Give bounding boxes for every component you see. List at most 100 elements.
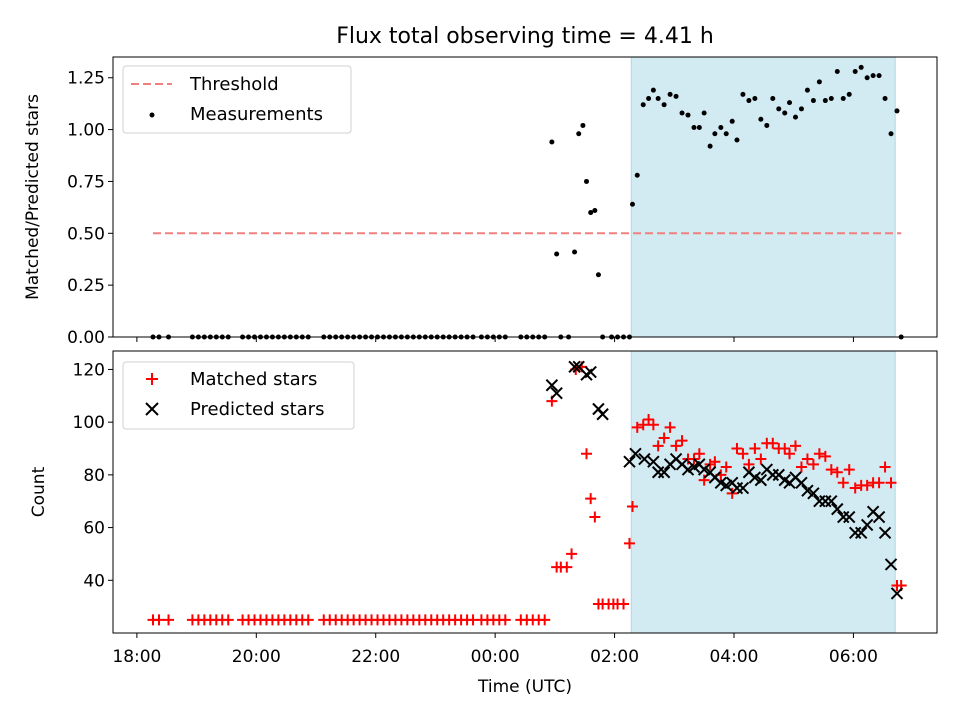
matched-star-point xyxy=(589,511,601,523)
measurement-point xyxy=(629,201,635,207)
measurement-point xyxy=(650,87,656,93)
predicted-star-point xyxy=(843,510,856,524)
measurement-point xyxy=(580,122,586,128)
x-tick-label: 20:00 xyxy=(232,647,281,667)
measurement-point xyxy=(729,118,735,124)
measurement-point xyxy=(723,131,729,137)
matched-star-point xyxy=(837,477,849,489)
predicted-star-point xyxy=(831,502,844,516)
measurement-point xyxy=(840,95,846,101)
measurement-point xyxy=(822,98,828,104)
measurement-point xyxy=(640,102,646,108)
matched-star-point xyxy=(499,614,511,626)
chart-title: Flux total observing time = 4.41 h xyxy=(336,24,714,49)
measurement-point xyxy=(712,131,718,137)
matched-star-point xyxy=(626,500,638,512)
matched-star-point xyxy=(861,479,873,491)
measurement-point xyxy=(787,100,793,106)
ratio-y-tick-label: 0.50 xyxy=(67,224,105,244)
measurement-point xyxy=(707,143,713,149)
measurement-point xyxy=(701,110,707,116)
matched-star-point xyxy=(670,440,682,452)
count-y-ticks: 40 60 80 100 120 xyxy=(73,360,113,591)
measurement-point xyxy=(734,137,740,143)
measurement-point xyxy=(816,79,822,85)
predicted-star-point xyxy=(825,495,838,508)
measurement-point xyxy=(876,73,882,79)
measurement-point xyxy=(634,172,640,178)
measurement-point xyxy=(792,114,798,120)
matched-star-point xyxy=(813,448,825,460)
measurement-point xyxy=(718,125,724,131)
matched-star-point xyxy=(755,453,767,465)
matched-star-point xyxy=(749,443,761,455)
predicted-star-point xyxy=(736,481,750,495)
predicted-star-point xyxy=(638,452,651,466)
count-axes-frame xyxy=(112,350,938,634)
matched-star-point xyxy=(153,614,165,626)
measurement-point xyxy=(655,95,661,101)
predicted-legend-label: Predicted stars xyxy=(190,399,324,420)
predicted-star-point xyxy=(596,408,609,421)
matched-star-point xyxy=(849,482,861,494)
matched-star-point xyxy=(709,456,721,468)
matched-star-point xyxy=(618,598,630,610)
matched-star-point xyxy=(623,537,635,549)
matched-star-point xyxy=(581,448,593,460)
count-axes: 40 60 80 100 120 18:00 20:00 22:00 00:00 02:00 04… xyxy=(29,350,938,697)
measurement-point xyxy=(810,98,816,104)
matched-star-point xyxy=(643,414,655,426)
matched-star-point xyxy=(784,448,796,460)
x-tick-label: 00:00 xyxy=(471,647,520,667)
matched-star-point xyxy=(801,453,813,465)
matched-star-point xyxy=(795,461,807,473)
measurement-point xyxy=(667,91,673,97)
x-tick-label: 22:00 xyxy=(351,647,400,667)
matched-star-point xyxy=(585,493,597,505)
matched-star-point xyxy=(658,432,670,444)
matched-star-point xyxy=(873,477,885,489)
count-y-tick-label: 60 xyxy=(83,519,105,539)
count-legend-box xyxy=(122,361,355,430)
measurements-legend-label: Measurements xyxy=(190,104,323,125)
ratio-y-tick-label: 0.00 xyxy=(67,328,105,348)
count-y-axis-label: Count xyxy=(29,466,49,517)
measurement-point xyxy=(864,75,870,81)
measurement-point xyxy=(870,73,876,79)
ratio-x-ticks xyxy=(136,337,854,342)
ratio-y-ticks: 0.00 0.25 0.50 0.75 1.00 1.25 xyxy=(67,69,113,348)
predicted-star-point xyxy=(854,526,868,540)
x-axis-label: Time (UTC) xyxy=(477,677,572,697)
predicted-star-point xyxy=(545,379,559,392)
matched-star-point xyxy=(843,464,855,476)
matched-legend-swatch xyxy=(146,373,158,385)
matched-star-point xyxy=(647,419,659,431)
matched-star-point xyxy=(539,614,551,626)
predicted-star-point xyxy=(890,587,904,600)
predicted-star-point xyxy=(657,466,671,479)
predicted-star-point xyxy=(584,365,597,379)
count-legend: Matched stars Predicted stars xyxy=(122,361,355,430)
predicted-star-point xyxy=(550,386,563,400)
measurement-point xyxy=(572,249,578,255)
measurement-point xyxy=(661,102,667,108)
matched-star-point xyxy=(743,458,755,470)
matched-star-point xyxy=(561,561,573,573)
matched-star-point xyxy=(819,450,831,462)
count-y-tick-label: 100 xyxy=(73,413,105,433)
matched-star-point xyxy=(637,419,649,431)
matched-star-point xyxy=(302,614,314,626)
measurement-point xyxy=(858,64,864,70)
measurement-point xyxy=(758,116,764,122)
matched-star-point xyxy=(163,614,175,626)
measurement-point xyxy=(846,91,852,97)
matched-star-point xyxy=(885,477,897,489)
matched-star-point xyxy=(737,448,749,460)
predicted-star-point xyxy=(860,518,874,532)
measurement-point xyxy=(882,95,888,101)
measurement-point xyxy=(554,251,560,257)
matched-star-point xyxy=(825,464,837,476)
measurement-point xyxy=(646,95,652,101)
measurement-point xyxy=(691,125,697,131)
